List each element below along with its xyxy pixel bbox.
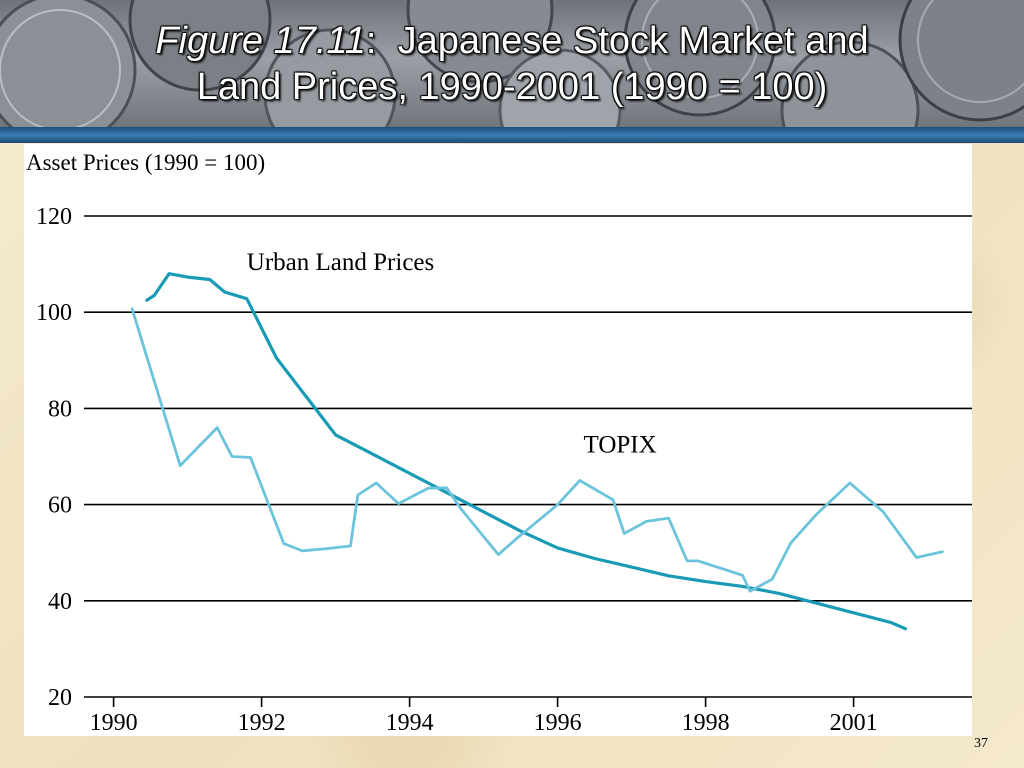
- y-tick-label: 80: [48, 396, 72, 422]
- x-tick-label: 1996: [534, 710, 582, 736]
- banner-rule: [0, 127, 1024, 143]
- x-tick-label: 1992: [238, 710, 286, 736]
- gridlines: [84, 215, 972, 698]
- coins-background-image: [0, 0, 1024, 128]
- slide-title: Figure 17.11: Japanese Stock Market and …: [0, 18, 1024, 110]
- figure-number: Figure 17.11: [155, 20, 366, 62]
- series-line-topix: [130, 307, 944, 593]
- title-line-2: Land Prices, 1990-2001 (1990 = 100): [196, 66, 828, 108]
- y-tick-label: 100: [36, 300, 72, 326]
- series-group: [130, 272, 944, 631]
- series-line-urban-land-prices: [145, 272, 907, 631]
- annotation-urban-land-prices: Urban Land Prices: [247, 249, 434, 276]
- slide-number: 37: [974, 736, 988, 751]
- y-tick-label: 60: [48, 493, 72, 519]
- x-tick-label: 1994: [386, 710, 434, 736]
- title-line-1: Japanese Stock Market and: [397, 20, 869, 62]
- y-tick-label: 40: [48, 589, 72, 615]
- y-tick-labels: 20 40 60 80 100 120: [36, 204, 72, 711]
- y-tick-label: 120: [36, 204, 72, 230]
- chart-panel: Asset Prices (1990 = 100) 20 40 60 80 100 120…: [24, 144, 972, 736]
- title-banner: Figure 17.11: Japanese Stock Market and …: [0, 0, 1024, 128]
- title-colon: :: [365, 20, 377, 62]
- x-axis-ticks: 1990 1992 1994 1996 1998 2001: [90, 697, 878, 736]
- y-tick-label: 20: [48, 685, 72, 711]
- y-axis-label: Asset Prices (1990 = 100): [26, 150, 265, 175]
- annotation-topix: TOPIX: [584, 432, 657, 459]
- x-tick-label: 2001: [830, 710, 878, 736]
- line-chart: Asset Prices (1990 = 100) 20 40 60 80 100 120…: [26, 150, 972, 736]
- x-tick-label: 1990: [90, 710, 138, 736]
- x-tick-label: 1998: [682, 710, 730, 736]
- annotations: Urban Land Prices TOPIX: [247, 249, 657, 459]
